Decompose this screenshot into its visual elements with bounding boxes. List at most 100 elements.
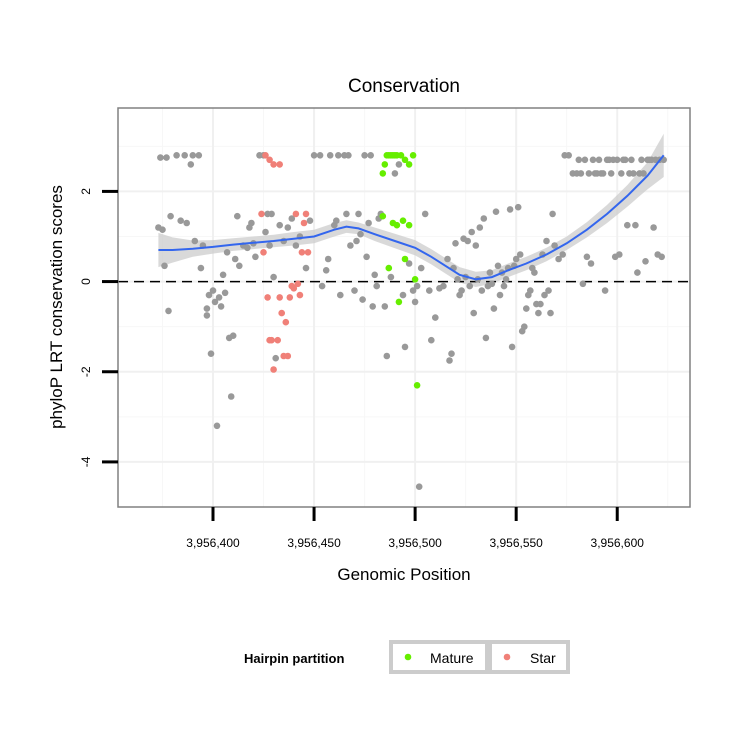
point-other [579,280,587,288]
point-other [555,255,562,263]
point-other [587,260,595,267]
point-star [268,336,275,344]
legend-key-star [503,653,511,661]
point-other [650,224,657,231]
point-other [640,170,647,177]
point-other [480,215,488,222]
point-other [236,262,243,270]
point-other [302,264,310,272]
point-other [159,226,166,233]
point-other [213,422,221,430]
point-mature [401,156,409,164]
point-other [371,271,379,279]
point-star [296,291,304,299]
point-other [322,267,330,274]
point-other [219,271,227,279]
point-other [292,242,300,249]
legend-key-star-box [488,640,570,674]
point-other [335,152,342,159]
point-other [551,242,558,249]
point-other [163,154,170,161]
point-other [161,262,168,270]
x-tick-label: 3,956,600 [591,536,645,550]
point-other [203,312,211,319]
legend-title: Hairpin partition [244,651,344,666]
point-mature [395,298,403,306]
point-other [549,210,556,218]
point-other [595,156,603,164]
point-other [205,291,213,299]
point-other [622,156,629,164]
point-other [541,291,548,299]
point-other [634,269,641,276]
point-mature [379,212,387,220]
point-other [361,152,368,159]
point-other [355,210,362,218]
y-axis-label: phyloP LRT conservation scores [47,185,66,429]
point-other [221,289,229,297]
plot-border [117,107,691,508]
point-other [413,282,421,290]
point-other [351,287,358,294]
point-other [632,221,639,229]
point-star [300,219,308,227]
point-other [306,217,314,224]
point-other [359,296,366,303]
point-other [373,282,381,290]
point-other [215,294,223,301]
point-other [234,212,241,220]
point-other [616,251,623,258]
point-other [642,258,649,265]
point-other [272,354,280,362]
point-other [187,161,195,168]
point-other [157,154,164,161]
point-other [183,219,190,227]
y-axis: 2 0 -2 -4 [79,188,118,467]
point-star [276,161,284,168]
point-other [367,152,375,159]
point-other [177,217,184,224]
point-other [357,230,364,238]
point-other [415,483,423,491]
point-other [165,307,172,315]
point-other [464,237,472,245]
point-star [294,280,302,288]
point-star [258,210,265,218]
point-other [401,343,409,351]
chart-title: Conservation [348,76,460,97]
point-mature [401,255,409,263]
point-other [545,287,552,294]
point-other [244,244,251,252]
point-other [537,300,544,308]
point-mature [385,264,393,272]
smooth-line [158,154,665,281]
point-other [482,334,490,342]
point-other [229,332,237,340]
point-other [326,152,334,159]
point-star [290,285,298,292]
point-other [191,237,199,245]
point-star [304,249,312,256]
y-tick-label: 0 [79,278,93,285]
point-other [381,303,389,310]
point-other [211,298,219,306]
point-other [399,291,407,299]
point-other [409,287,417,294]
legend: Hairpin partition Mature Star [244,640,570,674]
point-star [302,210,310,218]
point-mature [411,276,419,283]
point-other [207,350,215,358]
point-mature [405,161,413,168]
point-other [227,393,235,400]
point-other [506,206,514,213]
point-other [316,152,324,159]
point-other [231,255,239,263]
point-other [618,170,625,177]
point-other [624,221,631,229]
point-star [270,161,277,168]
point-other [448,350,455,358]
legend-label-mature: Mature [430,650,474,666]
point-other [369,303,377,310]
point-other [248,219,255,227]
point-mature [379,170,387,177]
